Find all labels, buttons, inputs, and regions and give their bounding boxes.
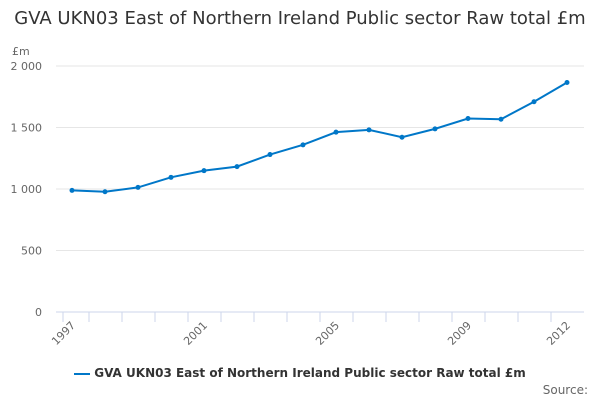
data-point <box>234 164 240 170</box>
data-point <box>498 116 504 122</box>
x-tick-label: 2009 <box>445 319 474 348</box>
y-tick-label: 1 000 <box>11 183 43 196</box>
data-point <box>267 152 273 158</box>
data-point <box>135 184 141 190</box>
data-point <box>69 187 75 193</box>
y-tick-label: 500 <box>21 245 42 258</box>
data-point <box>465 116 471 122</box>
data-point <box>432 126 438 132</box>
x-tick-label: 2012 <box>544 319 573 348</box>
series-line <box>71 81 568 193</box>
data-point <box>366 127 372 133</box>
data-point <box>564 79 570 85</box>
y-axis-label: £m <box>12 45 30 58</box>
legend[interactable]: GVA UKN03 East of Northern Ireland Publi… <box>0 366 600 380</box>
x-tick-label: 2005 <box>313 319 342 348</box>
legend-swatch <box>74 372 91 375</box>
data-point <box>399 134 405 140</box>
y-tick-label: 1 500 <box>11 122 43 135</box>
y-tick-label: 0 <box>35 306 42 319</box>
chart-title: GVA UKN03 East of Northern Ireland Publi… <box>14 8 586 29</box>
data-point <box>531 99 537 105</box>
data-point <box>300 142 306 148</box>
source-label: Source: <box>542 383 588 397</box>
data-point <box>168 174 174 180</box>
data-point <box>201 168 207 174</box>
x-tick-label: 2001 <box>181 319 210 348</box>
legend-label: GVA UKN03 East of Northern Ireland Publi… <box>94 366 526 380</box>
data-point <box>333 129 339 135</box>
x-tick-label: 1997 <box>49 319 78 348</box>
data-point <box>102 189 108 195</box>
y-tick-label: 2 000 <box>11 60 43 73</box>
